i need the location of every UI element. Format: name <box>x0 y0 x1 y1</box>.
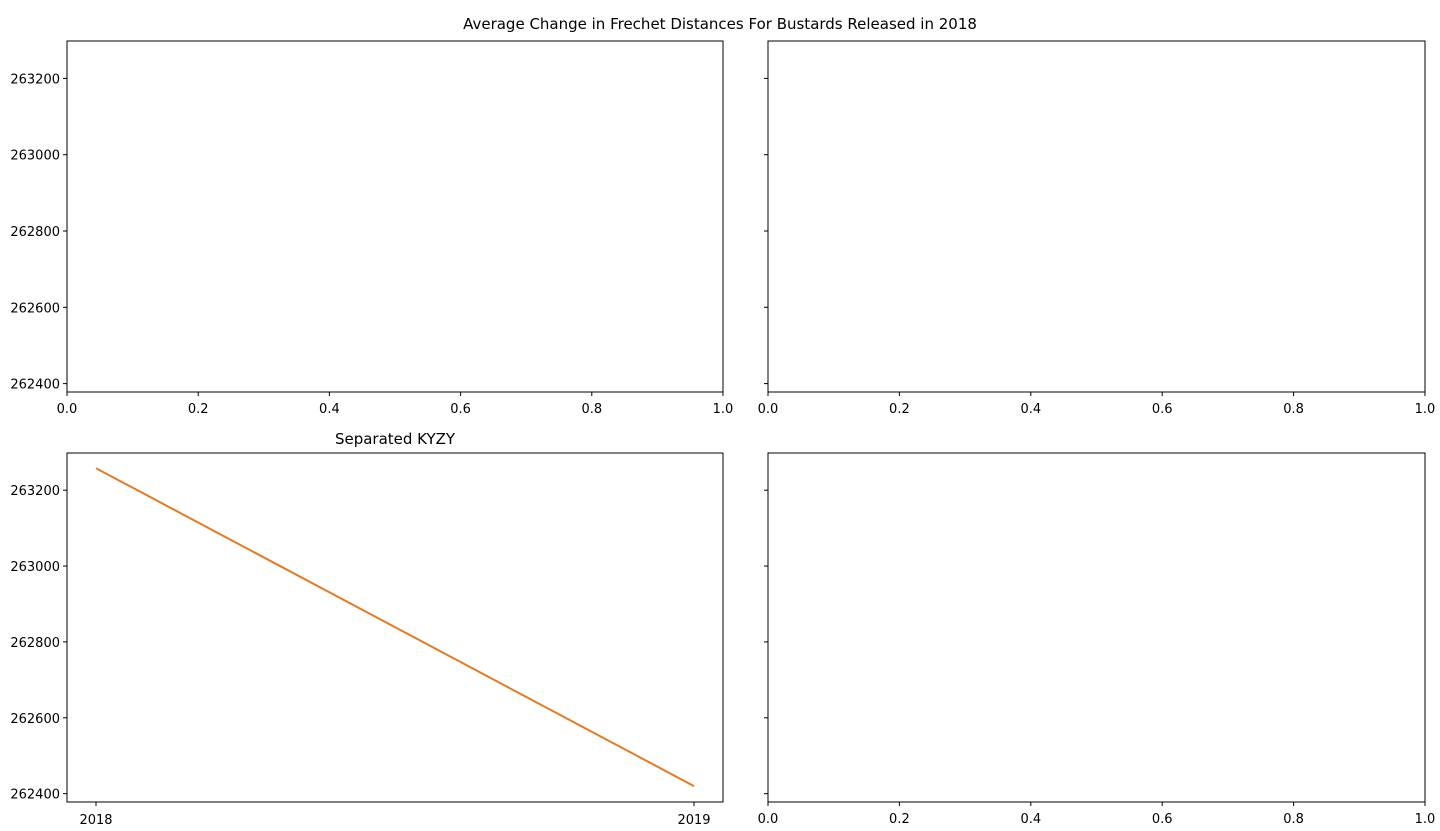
x-tick-label: 0.2 <box>889 812 910 827</box>
x-tick-label: 1.0 <box>713 402 734 417</box>
x-tick-label: 0.4 <box>1020 812 1041 827</box>
axes-frame <box>66 40 724 393</box>
x-tick-label: 0.2 <box>188 402 209 417</box>
x-tick-label: 1.0 <box>1415 402 1436 417</box>
subplot-top-left: 262400 262600 262800 263000 263200 0.0 0.2 0.4 0… <box>10 40 734 417</box>
y-tick-label: 262600 <box>10 301 60 316</box>
y-tick-label: 263000 <box>10 149 60 164</box>
x-tick-label: 0.0 <box>758 402 779 417</box>
subplot-bottom-left: 262400 262600 262800 263000 263200 2018 2019 Se… <box>10 430 724 828</box>
x-tick-label: 0.8 <box>1283 402 1304 417</box>
x-tick-label: 1.0 <box>1415 812 1436 827</box>
x-tick-label: 2018 <box>79 813 112 828</box>
figure-title: Average Change in Frechet Distances For … <box>463 15 977 33</box>
y-tick-label: 262800 <box>10 225 60 240</box>
x-tick-label: 0.0 <box>57 402 78 417</box>
x-tick-label: 0.6 <box>450 402 471 417</box>
y-tick-label: 262600 <box>10 712 60 727</box>
x-tick-label: 2019 <box>677 813 710 828</box>
x-tick-label: 0.4 <box>319 402 340 417</box>
x-tick-label: 0.6 <box>1152 812 1173 827</box>
subplot-top-right: 0.0 0.2 0.4 0.6 0.8 1.0 <box>758 40 1436 417</box>
series-line <box>95 467 695 787</box>
subplot-title: Separated KYZY <box>335 430 456 448</box>
y-tick-label: 262400 <box>10 378 60 393</box>
y-tick-label: 262800 <box>10 636 60 651</box>
x-tick-label: 0.0 <box>758 812 779 827</box>
y-tick-label: 263200 <box>10 72 60 87</box>
axes-frame <box>767 452 1426 803</box>
x-tick-label: 0.8 <box>1283 812 1304 827</box>
axes-frame <box>767 40 1426 393</box>
x-tick-label: 0.8 <box>581 402 602 417</box>
x-tick-label: 0.4 <box>1020 402 1041 417</box>
y-tick-label: 262400 <box>10 788 60 803</box>
axes-frame <box>66 452 724 803</box>
y-tick-label: 263200 <box>10 484 60 499</box>
x-tick-label: 0.6 <box>1152 402 1173 417</box>
y-tick-label: 263000 <box>10 560 60 575</box>
subplot-bottom-right: 0.0 0.2 0.4 0.6 0.8 1.0 <box>758 452 1436 827</box>
x-tick-label: 0.2 <box>889 402 910 417</box>
